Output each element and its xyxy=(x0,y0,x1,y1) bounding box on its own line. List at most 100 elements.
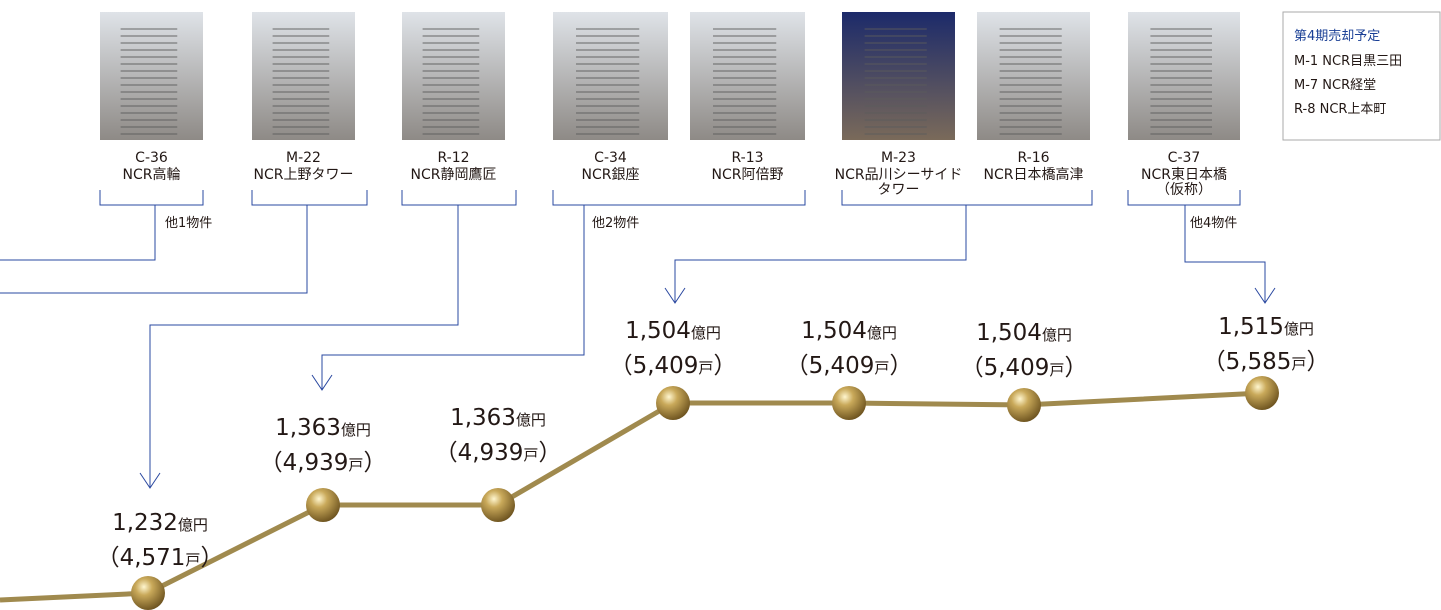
property-name: NCR上野タワー xyxy=(254,167,354,183)
bracket xyxy=(841,190,1093,206)
count-unit: 戸 xyxy=(1049,361,1064,379)
count-unit: 戸 xyxy=(523,446,538,464)
property-code: R-16 xyxy=(1017,150,1049,166)
count-label: （4,939戸） xyxy=(435,440,562,466)
amount: 1,363 xyxy=(450,405,516,431)
paren: （ xyxy=(1203,349,1226,375)
bracket xyxy=(1127,190,1241,206)
point xyxy=(1245,376,1279,410)
connector xyxy=(674,205,967,303)
count-unit: 戸 xyxy=(185,551,200,569)
connector xyxy=(1184,205,1266,303)
legend-box xyxy=(1282,11,1441,141)
arrow xyxy=(139,472,161,489)
building-photo-detail xyxy=(1150,25,1212,140)
property-name: タワー xyxy=(878,182,920,198)
building-photo-detail xyxy=(120,25,178,140)
paren: ） xyxy=(1306,349,1329,375)
property-code: M-23 xyxy=(881,150,916,166)
other-count: 他2物件 xyxy=(592,216,639,231)
paren: （ xyxy=(435,440,458,466)
point xyxy=(1007,388,1041,422)
amount-label: 1,232億円 xyxy=(112,510,208,536)
arrow xyxy=(311,374,333,391)
point xyxy=(832,386,866,420)
trend-line xyxy=(0,390,1263,603)
count-label: （4,571戸） xyxy=(97,545,224,571)
paren: ） xyxy=(538,440,561,466)
count-unit: 戸 xyxy=(698,359,713,377)
count-unit: 戸 xyxy=(1291,355,1306,373)
building-photo-detail xyxy=(576,25,640,140)
amount-label: 1,515億円 xyxy=(1218,314,1314,340)
building-photo-detail xyxy=(272,25,330,140)
count: 4,939 xyxy=(283,450,349,476)
paren: ） xyxy=(713,353,736,379)
amount: 1,232 xyxy=(112,510,178,536)
property-name: NCR東日本橋 xyxy=(1141,167,1227,183)
property-name: NCR品川シーサイド xyxy=(835,167,963,183)
building-photo-detail xyxy=(999,25,1062,140)
count: 5,585 xyxy=(1226,349,1292,375)
count-label: （5,409戸） xyxy=(961,355,1088,381)
property-code: C-34 xyxy=(594,150,627,166)
paren: （ xyxy=(786,353,809,379)
property-code: M-22 xyxy=(286,150,321,166)
paren: （ xyxy=(610,353,633,379)
amount: 1,515 xyxy=(1218,314,1284,340)
count-label: （5,409戸） xyxy=(610,353,737,379)
amount-label: 1,504億円 xyxy=(625,318,721,344)
amount: 1,363 xyxy=(275,415,341,441)
legend-item: R-8 NCR上本町 xyxy=(1294,102,1386,117)
amount-unit: 億円 xyxy=(867,324,897,342)
legend-item: M-1 NCR目黒三田 xyxy=(1294,54,1402,69)
count-label: （5,409戸） xyxy=(786,353,913,379)
property-name: NCR静岡鷹匠 xyxy=(411,167,497,183)
amount-unit: 億円 xyxy=(1284,320,1314,338)
count: 4,939 xyxy=(458,440,524,466)
point xyxy=(131,576,165,610)
property-name: （仮称） xyxy=(1156,182,1212,198)
legend-item: M-7 NCR経堂 xyxy=(1294,78,1376,93)
paren: ） xyxy=(1064,355,1087,381)
connector xyxy=(149,205,459,488)
property-code: R-12 xyxy=(437,150,469,166)
bracket xyxy=(552,190,806,206)
amount: 1,504 xyxy=(801,318,867,344)
count: 4,571 xyxy=(120,545,186,571)
amount-unit: 億円 xyxy=(1042,326,1072,344)
amount-unit: 億円 xyxy=(178,516,208,534)
amount-label: 1,504億円 xyxy=(801,318,897,344)
bracket xyxy=(251,190,368,206)
paren: （ xyxy=(260,450,283,476)
property-name: NCR銀座 xyxy=(582,167,640,183)
count-unit: 戸 xyxy=(348,456,363,474)
count: 5,409 xyxy=(809,353,875,379)
count-unit: 戸 xyxy=(874,359,889,377)
property-name: NCR高輪 xyxy=(123,166,181,183)
count: 5,409 xyxy=(984,355,1050,381)
paren: ） xyxy=(889,353,912,379)
property-code: R-13 xyxy=(731,150,763,166)
property-code: C-36 xyxy=(135,150,168,166)
building-photo-detail xyxy=(713,25,777,140)
building-photo-detail xyxy=(422,25,480,140)
count-label: （5,585戸） xyxy=(1203,349,1330,375)
amount-label: 1,363億円 xyxy=(275,415,371,441)
amount-label: 1,363億円 xyxy=(450,405,546,431)
property-name: NCR阿倍野 xyxy=(712,167,784,183)
paren: ） xyxy=(200,545,223,571)
property-name: NCR日本橋高津 xyxy=(984,166,1084,183)
arrow xyxy=(1254,287,1276,304)
point xyxy=(481,488,515,522)
bracket xyxy=(401,190,517,206)
paren: （ xyxy=(97,545,120,571)
count-label: （4,939戸） xyxy=(260,450,387,476)
other-count: 他1物件 xyxy=(165,216,212,231)
point xyxy=(306,488,340,522)
paren: （ xyxy=(961,355,984,381)
connector xyxy=(0,205,156,261)
point xyxy=(656,386,690,420)
arrow xyxy=(664,287,686,304)
connector xyxy=(321,205,585,390)
